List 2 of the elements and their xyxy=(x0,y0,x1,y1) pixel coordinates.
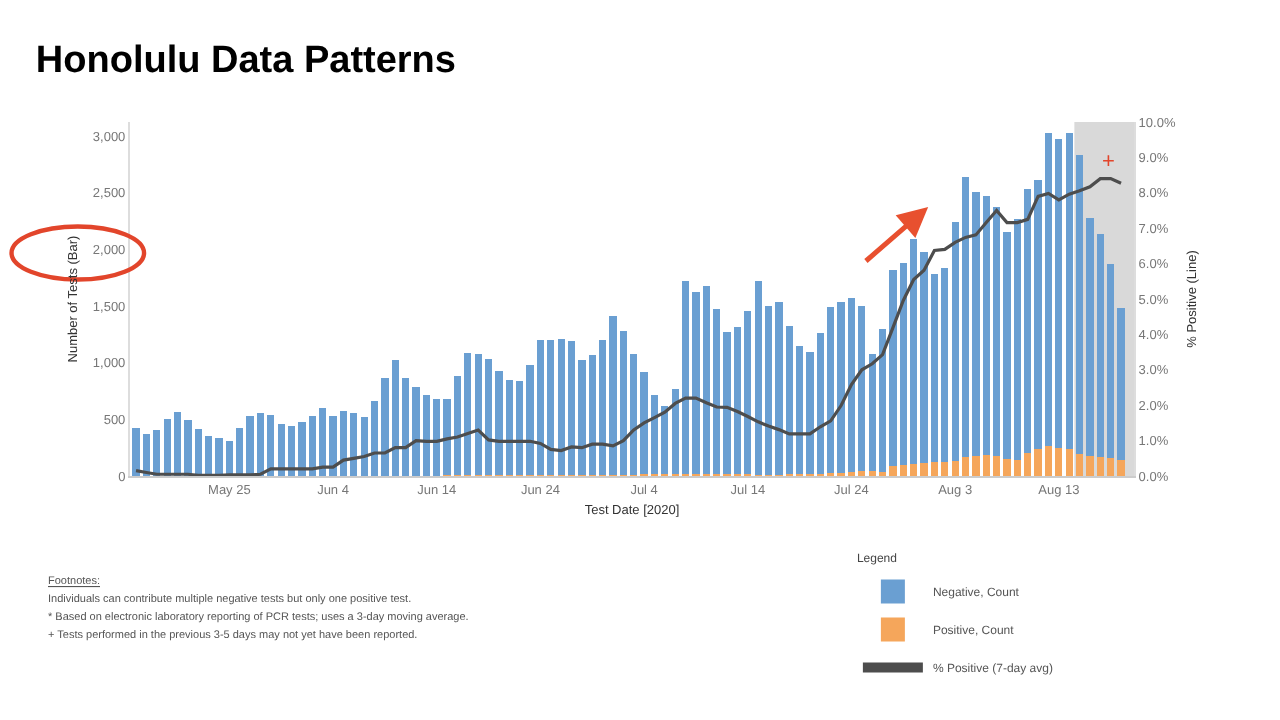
annotation: + xyxy=(1102,150,1115,174)
chart-title: Honolulu Data Patterns xyxy=(35,40,456,82)
